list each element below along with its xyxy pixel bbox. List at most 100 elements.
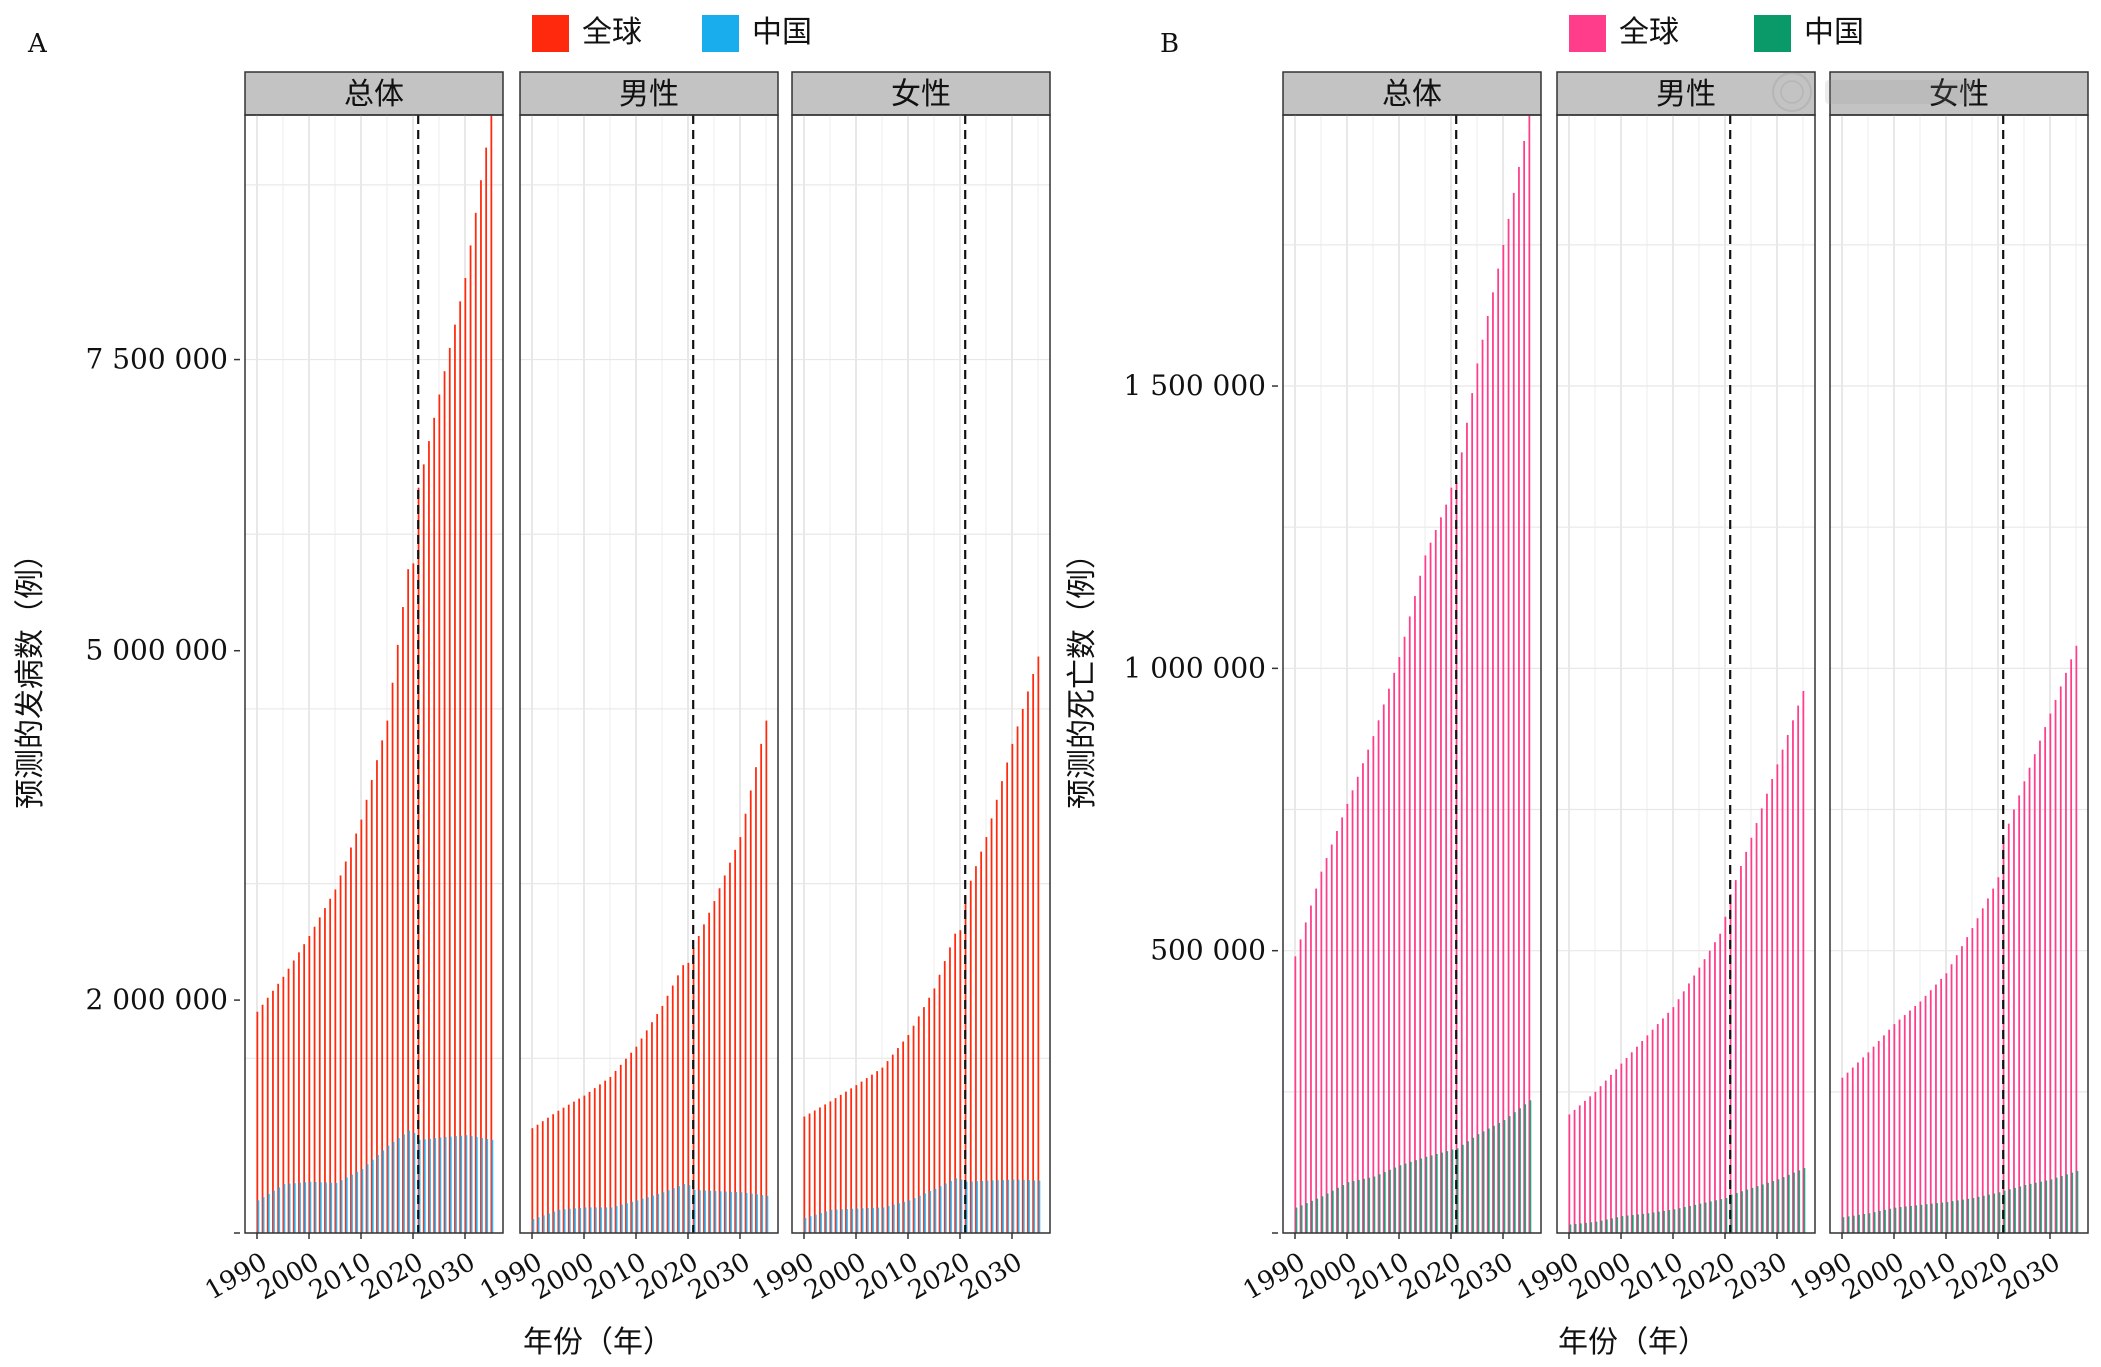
bar-global xyxy=(760,743,763,1233)
bar-global xyxy=(1971,928,1974,1233)
bar-global xyxy=(480,180,482,1233)
bar-china xyxy=(1704,1202,1707,1233)
bar-china xyxy=(856,1208,859,1233)
bar-global xyxy=(350,847,352,1233)
bar-china xyxy=(475,1137,478,1233)
bar-global xyxy=(1620,1063,1623,1233)
bar-china xyxy=(319,1182,322,1233)
bar-global xyxy=(2033,754,2036,1233)
legend-swatch xyxy=(1754,15,1791,52)
bar-china xyxy=(615,1205,618,1233)
bar-china xyxy=(299,1182,301,1233)
bar-global xyxy=(391,682,394,1233)
bar-china xyxy=(1878,1210,1881,1233)
legend-label: 全球 xyxy=(582,15,642,50)
bar-china xyxy=(1579,1223,1582,1233)
bar-global xyxy=(1857,1062,1859,1233)
bar-global xyxy=(1893,1024,1896,1233)
bar-global xyxy=(396,644,399,1233)
bar-china xyxy=(830,1209,833,1233)
y-tick-label: 2 000 000 xyxy=(85,983,228,1016)
bar-china xyxy=(657,1193,660,1233)
bar-china xyxy=(1798,1170,1801,1233)
bar-china xyxy=(955,1178,958,1233)
bar-global xyxy=(1636,1046,1638,1233)
bar-china xyxy=(610,1207,613,1233)
panel-tag: B xyxy=(1160,29,1179,59)
bar-china xyxy=(1477,1134,1480,1233)
bar-china xyxy=(1394,1167,1397,1233)
bar-global xyxy=(1714,942,1716,1233)
bar-china xyxy=(1012,1179,1015,1233)
bar-china xyxy=(1300,1205,1303,1233)
x-axis-label: 年份（年） xyxy=(1558,1325,1708,1360)
bar-china xyxy=(605,1207,608,1233)
bar-global xyxy=(855,1085,858,1233)
bar-global xyxy=(614,1070,617,1233)
bar-global xyxy=(365,799,368,1233)
bar-china xyxy=(1331,1190,1334,1233)
bar-global xyxy=(1408,616,1411,1233)
bar-global xyxy=(829,1101,832,1233)
bar-china xyxy=(1777,1179,1780,1233)
bar-global xyxy=(1976,918,1979,1233)
bar-global xyxy=(718,888,721,1233)
bar-china xyxy=(2014,1187,2016,1233)
bar-global xyxy=(261,1004,264,1233)
y-tick-label: 1 000 000 xyxy=(1123,651,1266,684)
bar-china xyxy=(1962,1199,1964,1233)
bar-china xyxy=(981,1180,984,1233)
bar-china xyxy=(1574,1223,1577,1233)
bar-china xyxy=(1715,1200,1717,1233)
bar-global xyxy=(1589,1096,1592,1233)
bar-global xyxy=(1766,793,1768,1233)
bar-china xyxy=(568,1208,571,1233)
bar-global xyxy=(1966,937,1969,1233)
bar-china xyxy=(309,1181,312,1233)
bar-global xyxy=(386,720,389,1233)
bar-china xyxy=(1508,1116,1511,1233)
bar-global xyxy=(1568,1114,1571,1233)
bar-global xyxy=(1393,672,1396,1233)
bar-china xyxy=(934,1188,937,1233)
bar-china xyxy=(392,1141,395,1233)
bar-china xyxy=(1487,1128,1490,1233)
bar-china xyxy=(486,1138,489,1233)
bar-china xyxy=(1956,1200,1959,1233)
bar-global xyxy=(1656,1024,1659,1233)
bar-china xyxy=(1415,1160,1417,1233)
bar-global xyxy=(1924,995,1927,1233)
bar-global xyxy=(1950,964,1953,1233)
bar-global xyxy=(2044,727,2047,1233)
bar-global xyxy=(1786,734,1789,1233)
bar-china xyxy=(542,1215,545,1233)
bar-china xyxy=(1894,1207,1897,1233)
bar-china xyxy=(1524,1104,1527,1233)
bar-global xyxy=(2070,659,2073,1233)
bar-global xyxy=(990,818,993,1233)
bar-global xyxy=(1440,517,1442,1233)
bar-china xyxy=(688,1185,691,1233)
bar-china xyxy=(1482,1131,1485,1233)
bar-china xyxy=(481,1137,483,1233)
bar-china xyxy=(382,1150,385,1233)
bar-china xyxy=(387,1145,390,1233)
bar-global xyxy=(339,875,342,1233)
bar-global xyxy=(266,997,269,1233)
bar-global xyxy=(1940,978,1943,1233)
bar-china xyxy=(1305,1203,1308,1233)
bar-global xyxy=(933,988,936,1233)
bar-china xyxy=(730,1191,732,1233)
bar-china xyxy=(1668,1210,1671,1233)
bar-china xyxy=(1038,1180,1041,1233)
bar-china xyxy=(1699,1203,1702,1233)
bar-global xyxy=(928,997,931,1233)
bar-china xyxy=(1513,1112,1516,1233)
bar-china xyxy=(1873,1212,1876,1233)
bar-global xyxy=(1325,858,1328,1233)
bar-china xyxy=(918,1195,921,1233)
bar-china xyxy=(861,1208,864,1233)
bar-china xyxy=(1451,1149,1454,1233)
bar-global xyxy=(1304,922,1307,1233)
bar-global xyxy=(1898,1019,1901,1233)
